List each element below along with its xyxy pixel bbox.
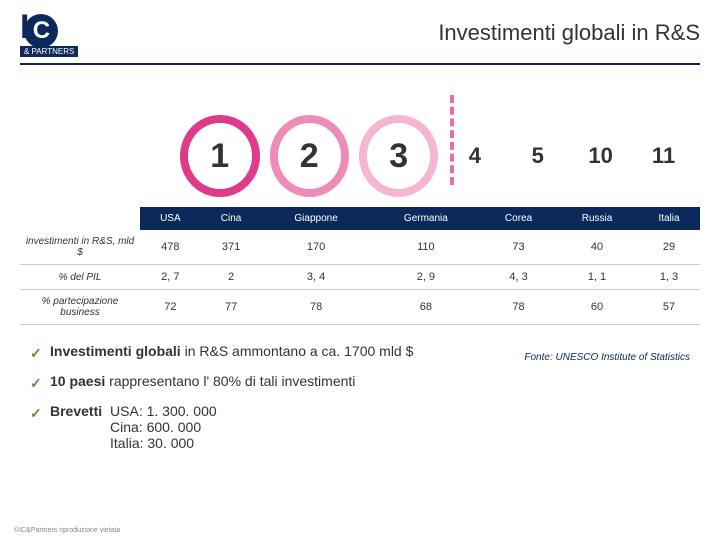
bullet-2: ✓ 10 paesi rappresentano l' 80% di tali … <box>30 373 690 389</box>
table-row: investimenti in R&S, mld $47837117011073… <box>20 230 700 265</box>
rank-number: 5 <box>511 143 564 169</box>
logo-subtitle: & PARTNERS <box>20 46 78 57</box>
data-table-wrap: USACinaGiapponeGermaniaCoreaRussiaItalia… <box>0 207 720 325</box>
rank-divider <box>450 95 454 185</box>
cell: 72 <box>140 290 201 325</box>
rank-circle: 1 <box>180 115 259 197</box>
row-label: % del PIL <box>20 265 140 290</box>
check-icon: ✓ <box>30 345 42 362</box>
table-header: Italia <box>638 207 700 230</box>
table-header: Germania <box>371 207 481 230</box>
cell: 77 <box>201 290 262 325</box>
row-label: investimenti in R&S, mld $ <box>20 230 140 265</box>
cell: 170 <box>261 230 370 265</box>
cell: 3, 4 <box>261 265 370 290</box>
check-icon: ✓ <box>30 375 42 392</box>
cell: 1, 3 <box>638 265 700 290</box>
source-note: Fonte: UNESCO Institute of Statistics <box>524 352 690 363</box>
bullet-list: ✓ Investimenti globali in R&S ammontano … <box>0 325 720 451</box>
rank-number: 4 <box>448 143 501 169</box>
table-header: Russia <box>556 207 638 230</box>
table-row: % partecipazione business72777868786057 <box>20 290 700 325</box>
data-table: USACinaGiapponeGermaniaCoreaRussiaItalia… <box>20 207 700 325</box>
bullet-3: ✓ Brevetti USA: 1. 300. 000Cina: 600. 00… <box>30 403 690 451</box>
brevetti-lines: USA: 1. 300. 000Cina: 600. 000Italia: 30… <box>110 403 217 451</box>
check-icon: ✓ <box>30 405 42 422</box>
table-header: USA <box>140 207 201 230</box>
cell: 60 <box>556 290 638 325</box>
row-label: % partecipazione business <box>20 290 140 325</box>
cell: 2 <box>201 265 262 290</box>
cell: 78 <box>261 290 370 325</box>
table-header: Giappone <box>261 207 370 230</box>
cell: 2, 7 <box>140 265 201 290</box>
logo-letter-c: C <box>24 14 58 48</box>
cell: 40 <box>556 230 638 265</box>
cell: 29 <box>638 230 700 265</box>
rank-circle: 2 <box>270 115 349 197</box>
copyright-footer: ©IC&Partners riproduzione vietata <box>14 527 120 534</box>
rank-circle: 3 <box>359 115 438 197</box>
cell: 371 <box>201 230 262 265</box>
rank-number: 10 <box>574 143 627 169</box>
cell: 78 <box>481 290 556 325</box>
cell: 1, 1 <box>556 265 638 290</box>
cell: 57 <box>638 290 700 325</box>
logo: I C & PARTNERS <box>20 8 78 57</box>
rank-number: 11 <box>637 143 690 169</box>
cell: 2, 9 <box>371 265 481 290</box>
cell: 73 <box>481 230 556 265</box>
cell: 4, 3 <box>481 265 556 290</box>
rank-circles-row: 12345 10 11 <box>0 65 720 207</box>
cell: 478 <box>140 230 201 265</box>
table-row: % del PIL2, 723, 42, 94, 31, 11, 3 <box>20 265 700 290</box>
table-header: Cina <box>201 207 262 230</box>
page-title: Investimenti globali in R&S <box>438 20 700 46</box>
table-header: Corea <box>481 207 556 230</box>
cell: 110 <box>371 230 481 265</box>
cell: 68 <box>371 290 481 325</box>
